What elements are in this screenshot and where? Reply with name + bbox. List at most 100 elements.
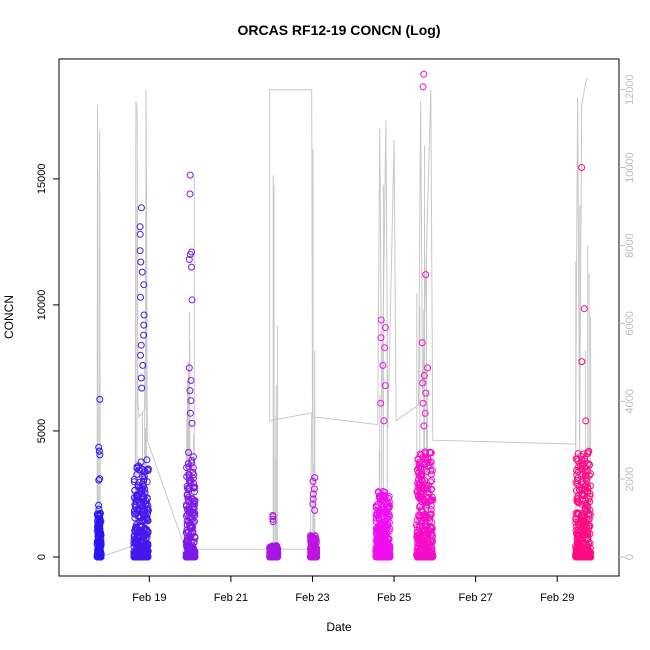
x-tick-label: Feb 29: [540, 592, 574, 604]
data-point-outlier: [140, 311, 148, 319]
data-point: [582, 516, 590, 524]
data-point: [427, 470, 435, 478]
data-point-outlier: [379, 361, 387, 369]
data-point: [418, 552, 426, 559]
data-point: [131, 553, 139, 561]
data-point-outlier: [188, 263, 195, 271]
data-point-outlier: [420, 422, 428, 430]
data-point-outlier: [380, 417, 388, 425]
data-point: [312, 553, 320, 561]
data-point: [572, 455, 580, 463]
data-point-outlier: [96, 451, 104, 459]
data-point: [375, 553, 383, 561]
data-point: [94, 533, 102, 540]
data-point-outlier: [138, 384, 146, 392]
data-point: [379, 543, 387, 551]
data-point: [422, 553, 430, 561]
data-point-outlier: [187, 397, 195, 405]
data-point: [381, 540, 389, 548]
data-point-outlier: [96, 395, 104, 403]
y2-tick-label: 4000: [624, 389, 636, 413]
data-point: [578, 492, 586, 500]
data-point: [574, 520, 582, 528]
data-point: [585, 551, 593, 559]
data-point: [428, 477, 436, 484]
data-point-outlier: [137, 258, 145, 266]
data-point-outlier: [422, 271, 430, 279]
data-point: [144, 529, 152, 537]
data-point: [184, 544, 192, 552]
data-point: [414, 456, 422, 464]
data-point: [576, 547, 583, 555]
y-tick-label: 15000: [36, 164, 48, 195]
data-point-outlier: [95, 505, 103, 513]
data-point-outlier: [420, 70, 428, 78]
data-point-outlier: [309, 500, 317, 508]
data-point: [185, 474, 193, 482]
data-point: [268, 553, 275, 561]
data-point: [573, 496, 581, 504]
data-point: [311, 552, 319, 560]
data-point: [424, 488, 432, 496]
data-point: [130, 476, 138, 483]
data-point: [585, 522, 593, 530]
flight-rf15-points: [266, 511, 282, 561]
x-axis-label: Date: [326, 620, 352, 634]
data-point: [189, 503, 197, 511]
data-point-outlier: [187, 377, 195, 384]
y-tick-label: 10000: [36, 290, 48, 321]
data-point: [427, 449, 435, 457]
flight-rf19-points: [572, 164, 595, 561]
data-point-outlier: [309, 477, 317, 485]
data-point: [185, 476, 193, 484]
data-point: [374, 507, 382, 515]
data-point-outlier: [137, 374, 145, 382]
x-tick-label: Feb 23: [295, 592, 329, 604]
data-point: [140, 553, 148, 561]
data-point: [380, 528, 388, 536]
data-points-layer: [93, 70, 595, 561]
data-point: [380, 492, 388, 500]
data-point: [416, 537, 424, 545]
data-point: [140, 477, 148, 485]
data-point-outlier: [188, 419, 196, 427]
data-point: [190, 453, 198, 461]
data-point: [572, 549, 580, 557]
data-point: [415, 476, 422, 484]
data-point: [572, 479, 580, 487]
flight-rf17-points: [372, 316, 394, 561]
y2-tick-label: 10000: [624, 152, 636, 183]
data-point-outlier: [186, 387, 194, 395]
data-point: [185, 534, 192, 542]
data-point: [133, 493, 141, 501]
data-point: [190, 547, 198, 555]
data-point: [573, 471, 581, 479]
data-point: [385, 510, 393, 518]
data-point: [140, 472, 148, 480]
data-point-outlier: [419, 399, 427, 407]
data-point: [581, 552, 589, 560]
data-point: [572, 487, 580, 495]
data-point: [139, 499, 147, 507]
data-point-outlier: [188, 296, 196, 304]
data-point: [143, 533, 151, 541]
data-point-outlier: [310, 485, 318, 493]
data-point: [376, 532, 384, 540]
data-point: [574, 498, 582, 505]
data-point: [185, 508, 193, 516]
data-point-outlier: [581, 472, 589, 480]
data-point-outlier: [139, 361, 147, 369]
data-point-outlier: [185, 256, 193, 263]
data-point: [136, 547, 144, 555]
data-point: [191, 483, 199, 491]
data-point: [186, 521, 194, 529]
data-point: [416, 495, 424, 503]
data-point: [130, 536, 138, 544]
data-point-outlier: [309, 495, 317, 503]
data-point: [421, 456, 429, 464]
data-point: [426, 548, 434, 556]
data-point: [137, 458, 145, 466]
data-point-outlier: [381, 324, 389, 332]
data-point: [425, 540, 433, 548]
